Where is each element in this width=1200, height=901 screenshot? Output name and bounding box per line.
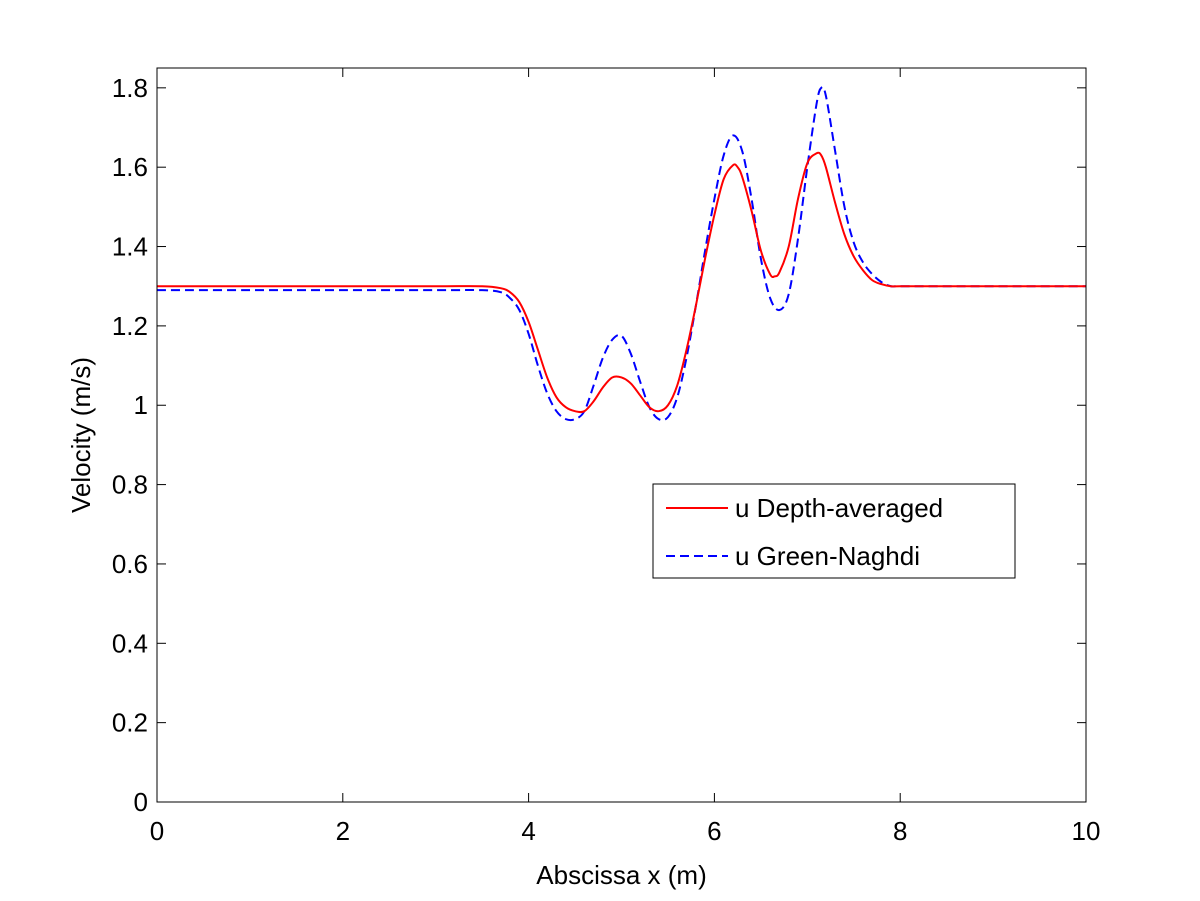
y-tick-label: 0.6 (112, 549, 148, 579)
legend-box (652, 483, 1016, 579)
x-tick-label: 2 (336, 816, 350, 846)
series-line-u-depth-averaged (156, 151, 1086, 414)
y-tick-label: 0 (134, 787, 148, 817)
x-axis-label: Abscissa x (m) (536, 860, 706, 890)
y-tick-label: 0.4 (112, 628, 148, 658)
legend-label-depth-averaged: u Depth-averaged (735, 493, 943, 523)
x-tick-label: 0 (150, 816, 164, 846)
y-tick-label: 1.2 (112, 311, 148, 341)
y-tick-label: 0.8 (112, 470, 148, 500)
y-tick-label: 1.6 (112, 152, 148, 182)
x-tick-label: 4 (521, 816, 535, 846)
y-axis-label: Velocity (m/s) (66, 357, 96, 513)
axis-ticks: 0 2 4 6 8 10 0 0.2 0.4 0.6 0.8 1 1.2 1.4 1.6 1.8 (112, 68, 1101, 846)
legend-label-green-naghdi: u Green-Naghdi (735, 541, 920, 571)
x-tick-label: 8 (893, 816, 907, 846)
axes-box (156, 67, 1087, 803)
y-tick-label: 0.2 (112, 708, 148, 738)
x-tick-label: 6 (707, 816, 721, 846)
x-tick-label: 10 (1072, 816, 1101, 846)
y-tick-label: 1.8 (112, 73, 148, 103)
y-tick-label: 1 (134, 390, 148, 420)
y-tick-label: 1.4 (112, 232, 148, 262)
series-layer (156, 85, 1086, 422)
legend: u Depth-averaged u Green-Naghdi (652, 483, 1016, 579)
